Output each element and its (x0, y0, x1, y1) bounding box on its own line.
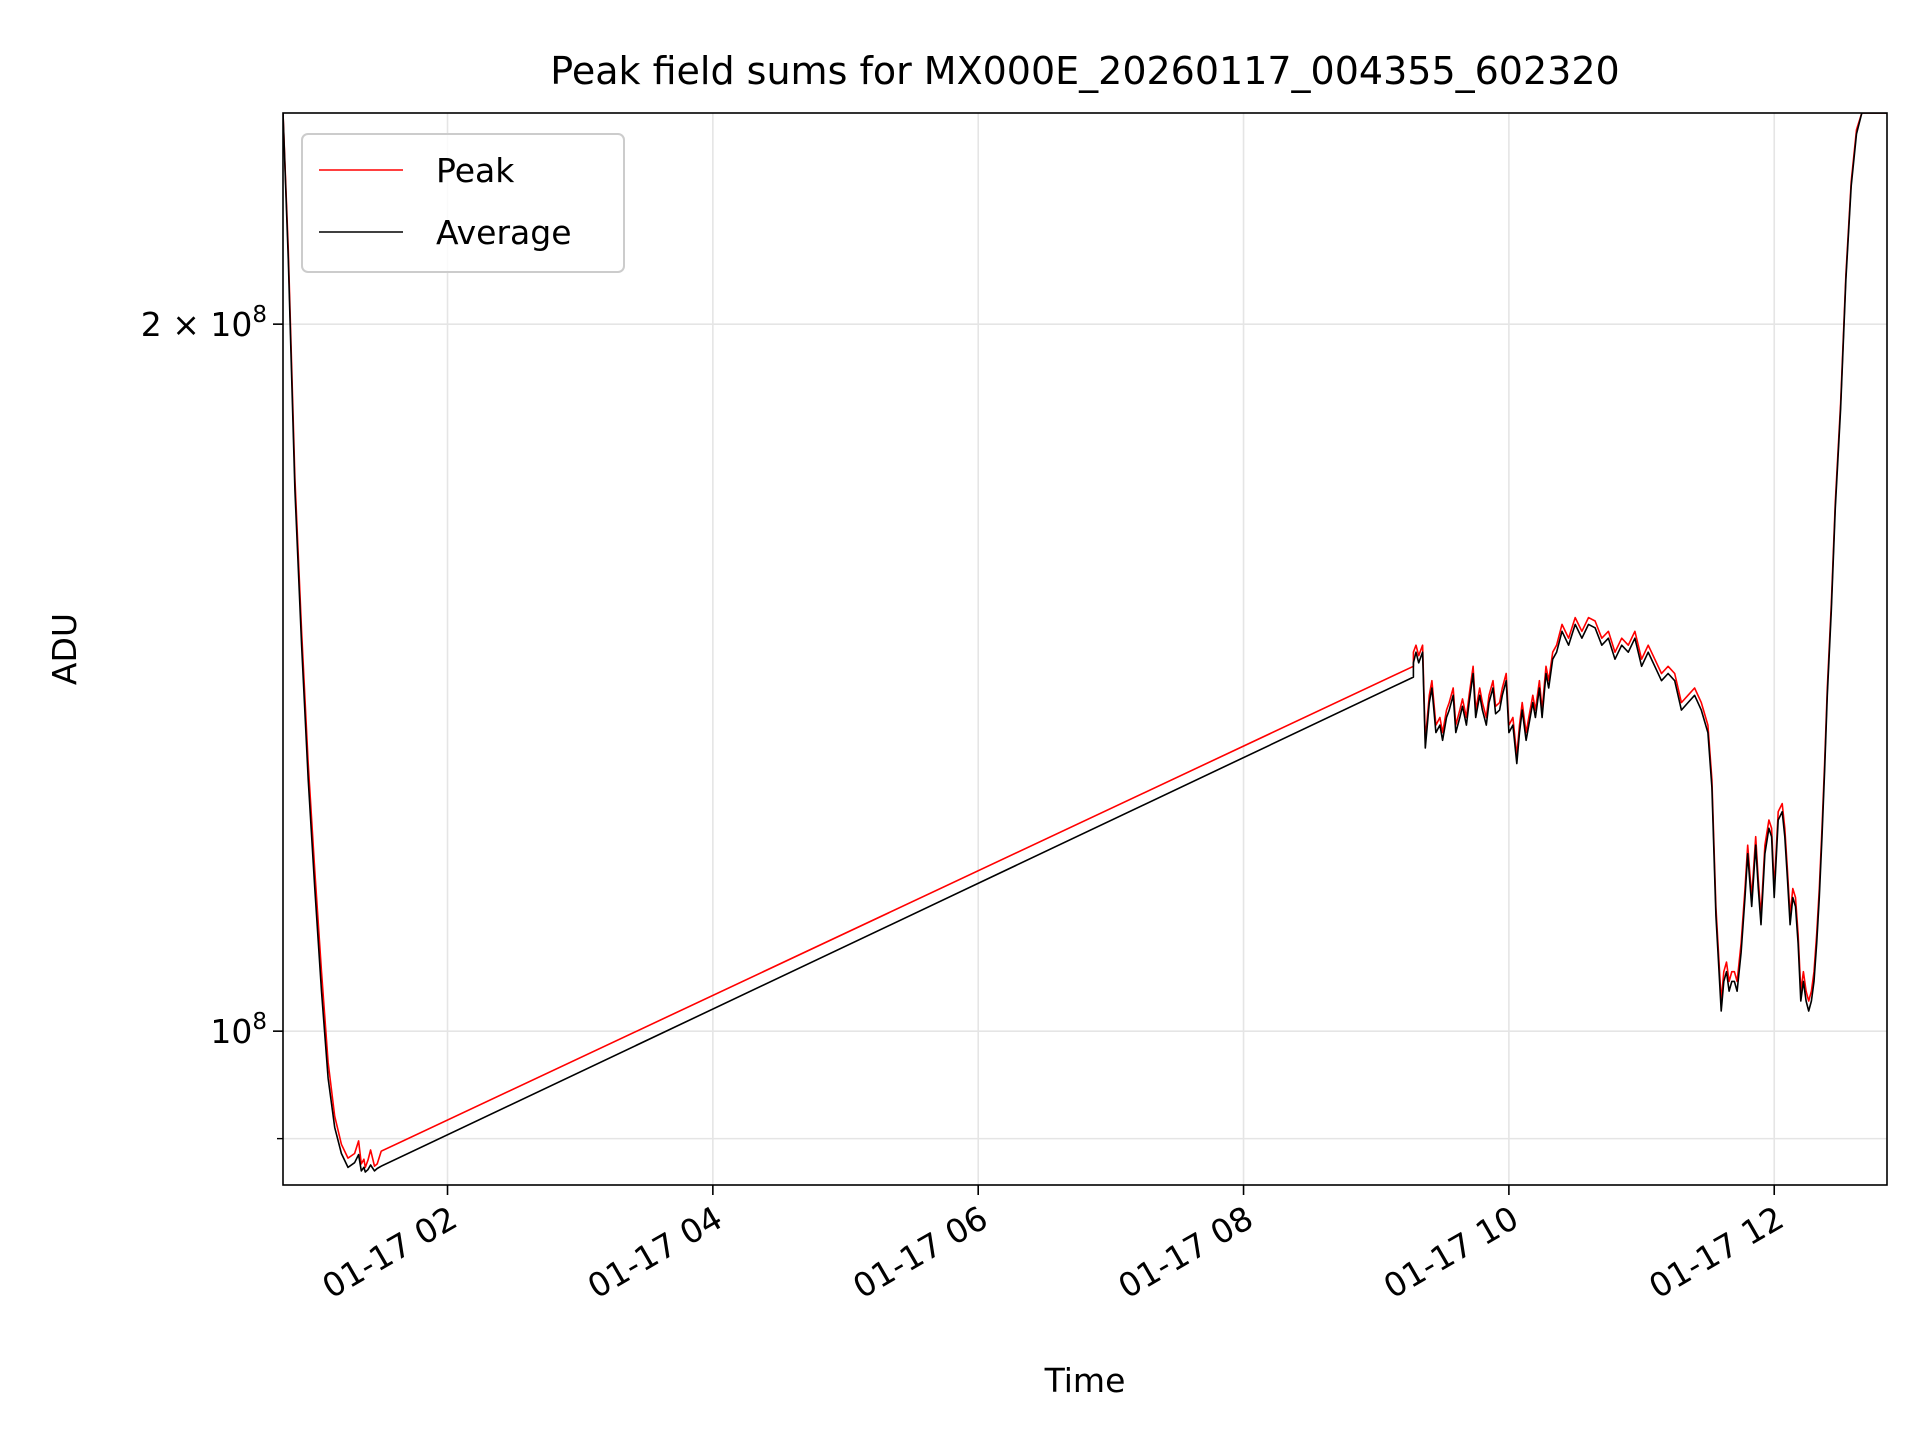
plot-frame (282, 112, 1888, 1186)
chart-title: Peak field sums for MX000E_20260117_0043… (550, 49, 1619, 93)
series-layer (283, 113, 1887, 1173)
y-axis: 108 2 × 108 (141, 302, 283, 1140)
y-axis-label: ADU (45, 613, 84, 685)
series-line-average (283, 113, 1887, 1173)
legend: Peak Average (301, 133, 625, 273)
legend-label-average: Average (436, 213, 572, 252)
legend-label-peak: Peak (436, 151, 515, 190)
y-tick-label: 108 (210, 1009, 267, 1051)
series-line-peak (283, 113, 1887, 1169)
y-tick-label: 2 × 108 (141, 302, 267, 344)
grid (283, 113, 1887, 1185)
legend-box (301, 133, 625, 273)
x-axis-label: Time (1044, 1361, 1126, 1400)
